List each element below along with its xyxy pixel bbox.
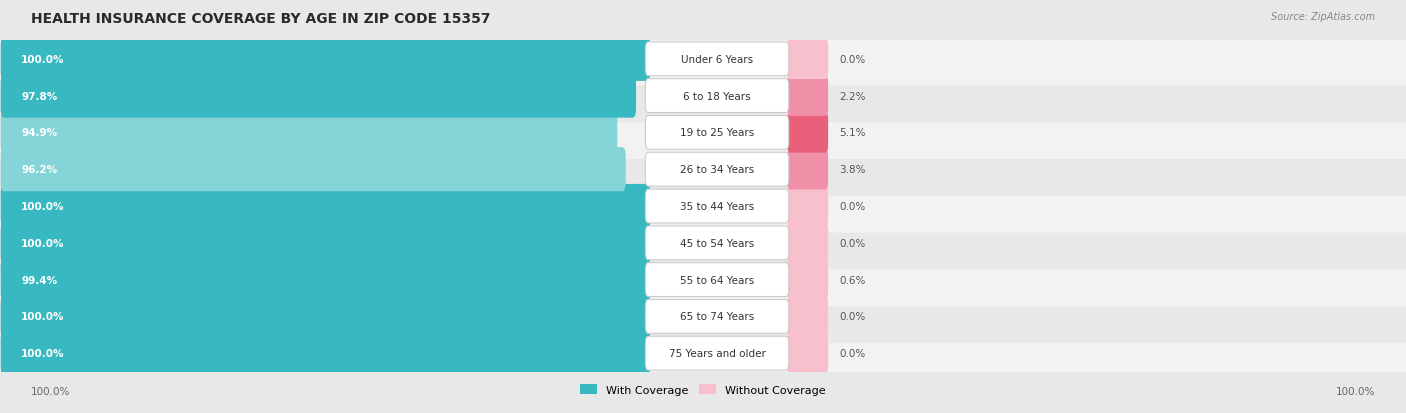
FancyBboxPatch shape <box>787 333 828 373</box>
Text: 19 to 25 Years: 19 to 25 Years <box>681 128 754 138</box>
FancyBboxPatch shape <box>0 70 1406 123</box>
Text: Source: ZipAtlas.com: Source: ZipAtlas.com <box>1271 12 1375 22</box>
FancyBboxPatch shape <box>645 226 789 260</box>
Text: 0.0%: 0.0% <box>839 55 866 65</box>
Text: 96.2%: 96.2% <box>21 165 58 175</box>
Text: 0.6%: 0.6% <box>839 275 866 285</box>
FancyBboxPatch shape <box>0 216 1406 270</box>
FancyBboxPatch shape <box>645 153 789 187</box>
Text: 6 to 18 Years: 6 to 18 Years <box>683 91 751 101</box>
FancyBboxPatch shape <box>645 337 789 370</box>
FancyBboxPatch shape <box>0 294 650 339</box>
Text: 100.0%: 100.0% <box>21 348 65 358</box>
Text: 100.0%: 100.0% <box>31 387 70 396</box>
FancyBboxPatch shape <box>0 258 647 302</box>
Text: Under 6 Years: Under 6 Years <box>681 55 754 65</box>
FancyBboxPatch shape <box>0 331 650 375</box>
FancyBboxPatch shape <box>787 186 828 227</box>
Text: 0.0%: 0.0% <box>839 202 866 211</box>
FancyBboxPatch shape <box>787 113 828 153</box>
Text: 94.9%: 94.9% <box>21 128 58 138</box>
FancyBboxPatch shape <box>0 33 1406 86</box>
Text: 2.2%: 2.2% <box>839 91 866 101</box>
FancyBboxPatch shape <box>787 76 828 116</box>
FancyBboxPatch shape <box>0 107 1406 160</box>
FancyBboxPatch shape <box>0 180 1406 233</box>
Text: HEALTH INSURANCE COVERAGE BY AGE IN ZIP CODE 15357: HEALTH INSURANCE COVERAGE BY AGE IN ZIP … <box>31 12 491 26</box>
FancyBboxPatch shape <box>0 327 1406 380</box>
FancyBboxPatch shape <box>0 221 650 265</box>
Text: 100.0%: 100.0% <box>21 55 65 65</box>
Text: 35 to 44 Years: 35 to 44 Years <box>681 202 754 211</box>
FancyBboxPatch shape <box>645 300 789 334</box>
Text: 0.0%: 0.0% <box>839 312 866 322</box>
FancyBboxPatch shape <box>0 290 1406 343</box>
FancyBboxPatch shape <box>645 116 789 150</box>
FancyBboxPatch shape <box>0 253 1406 306</box>
FancyBboxPatch shape <box>0 74 636 119</box>
FancyBboxPatch shape <box>0 143 1406 197</box>
FancyBboxPatch shape <box>645 190 789 223</box>
Text: 3.8%: 3.8% <box>839 165 866 175</box>
FancyBboxPatch shape <box>0 148 626 192</box>
Text: 100.0%: 100.0% <box>1336 387 1375 396</box>
Text: 100.0%: 100.0% <box>21 202 65 211</box>
Text: 5.1%: 5.1% <box>839 128 866 138</box>
Legend: With Coverage, Without Coverage: With Coverage, Without Coverage <box>576 380 830 399</box>
FancyBboxPatch shape <box>787 260 828 300</box>
Text: 75 Years and older: 75 Years and older <box>669 348 765 358</box>
Text: 100.0%: 100.0% <box>21 312 65 322</box>
Text: 26 to 34 Years: 26 to 34 Years <box>681 165 754 175</box>
Text: 0.0%: 0.0% <box>839 348 866 358</box>
Text: 0.0%: 0.0% <box>839 238 866 248</box>
FancyBboxPatch shape <box>787 223 828 263</box>
FancyBboxPatch shape <box>0 185 650 228</box>
FancyBboxPatch shape <box>787 150 828 190</box>
Text: 65 to 74 Years: 65 to 74 Years <box>681 312 754 322</box>
FancyBboxPatch shape <box>787 40 828 80</box>
FancyBboxPatch shape <box>645 263 789 297</box>
Text: 97.8%: 97.8% <box>21 91 58 101</box>
Text: 100.0%: 100.0% <box>21 238 65 248</box>
Text: 45 to 54 Years: 45 to 54 Years <box>681 238 754 248</box>
FancyBboxPatch shape <box>645 79 789 113</box>
FancyBboxPatch shape <box>645 43 789 76</box>
FancyBboxPatch shape <box>0 38 650 82</box>
Text: 55 to 64 Years: 55 to 64 Years <box>681 275 754 285</box>
FancyBboxPatch shape <box>0 111 617 155</box>
Text: 99.4%: 99.4% <box>21 275 58 285</box>
FancyBboxPatch shape <box>787 297 828 337</box>
